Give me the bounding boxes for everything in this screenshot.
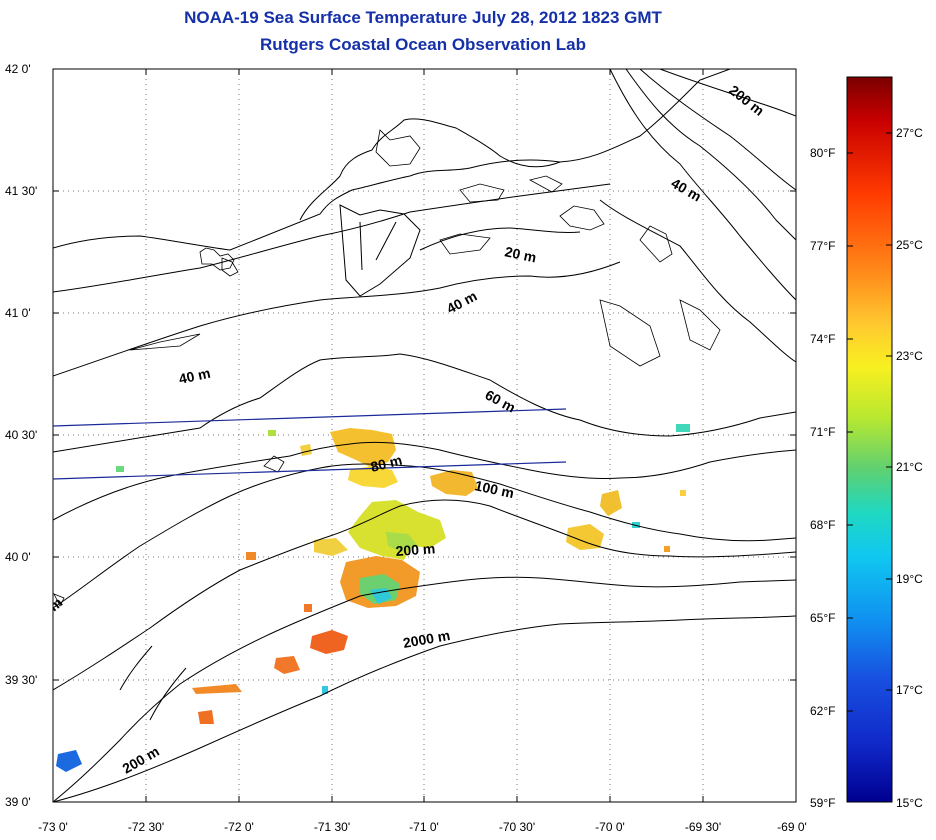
- fahrenheit-label: 77°F: [810, 239, 835, 253]
- lat-label: 40 30': [5, 428, 37, 442]
- fahrenheit-label: 74°F: [810, 332, 835, 346]
- celsius-label: 23°C: [896, 349, 923, 363]
- celsius-label: 21°C: [896, 460, 923, 474]
- lat-label: 40 0': [5, 550, 31, 564]
- contour-label: 200 m: [395, 540, 436, 559]
- lat-label: 41 0': [5, 306, 31, 320]
- latitude-labels: 42 0' 41 30' 41 0' 40 30' 40 0' 39 30' 3…: [5, 62, 37, 809]
- fahrenheit-label: 71°F: [810, 425, 835, 439]
- fahrenheit-scale: 80°F 77°F 74°F 71°F 68°F 65°F 62°F 59°F: [810, 146, 835, 810]
- lon-label: -73 0': [38, 820, 68, 834]
- celsius-label: 27°C: [896, 126, 923, 140]
- island-detail: [53, 129, 721, 607]
- lon-label: -69 0': [777, 820, 807, 834]
- lon-label: -71 30': [314, 820, 350, 834]
- celsius-scale: 27°C 25°C 23°C 21°C 19°C 17°C 15°C: [896, 126, 923, 810]
- lon-label: -71 0': [409, 820, 439, 834]
- lon-label: -69 30': [685, 820, 721, 834]
- celsius-label: 19°C: [896, 572, 923, 586]
- lat-label: 39 0': [5, 795, 31, 809]
- sst-pixels: [56, 424, 690, 772]
- fahrenheit-label: 62°F: [810, 704, 835, 718]
- lat-label: 42 0': [5, 62, 31, 76]
- colorbar-ticks: [847, 132, 892, 712]
- celsius-label: 25°C: [896, 238, 923, 252]
- lat-label: 39 30': [5, 673, 37, 687]
- map-subtitle: Rutgers Coastal Ocean Observation Lab: [260, 35, 586, 54]
- celsius-label: 15°C: [896, 796, 923, 810]
- longitude-labels: -73 0' -72 30' -72 0' -71 30' -71 0' -70…: [38, 820, 807, 834]
- contour-label: 80 m: [369, 452, 404, 475]
- colorbar: [846, 76, 893, 803]
- lat-label: 41 30': [5, 184, 37, 198]
- contour-label: 20 m: [503, 243, 538, 265]
- lon-label: -72 0': [224, 820, 254, 834]
- graticule: [53, 69, 796, 802]
- lon-label: -72 30': [128, 820, 164, 834]
- fahrenheit-label: 80°F: [810, 146, 835, 160]
- map-title: NOAA-19 Sea Surface Temperature July 28,…: [184, 8, 662, 27]
- celsius-label: 17°C: [896, 683, 923, 697]
- fahrenheit-label: 59°F: [810, 796, 835, 810]
- fahrenheit-label: 68°F: [810, 518, 835, 532]
- transect-lines: [53, 408, 567, 480]
- coastline-and-contours: [53, 69, 796, 802]
- lon-label: -70 0': [595, 820, 625, 834]
- contour-label: 40 m: [177, 365, 212, 387]
- frame-ticks: [52, 69, 796, 802]
- lon-label: -70 30': [499, 820, 535, 834]
- fahrenheit-label: 65°F: [810, 611, 835, 625]
